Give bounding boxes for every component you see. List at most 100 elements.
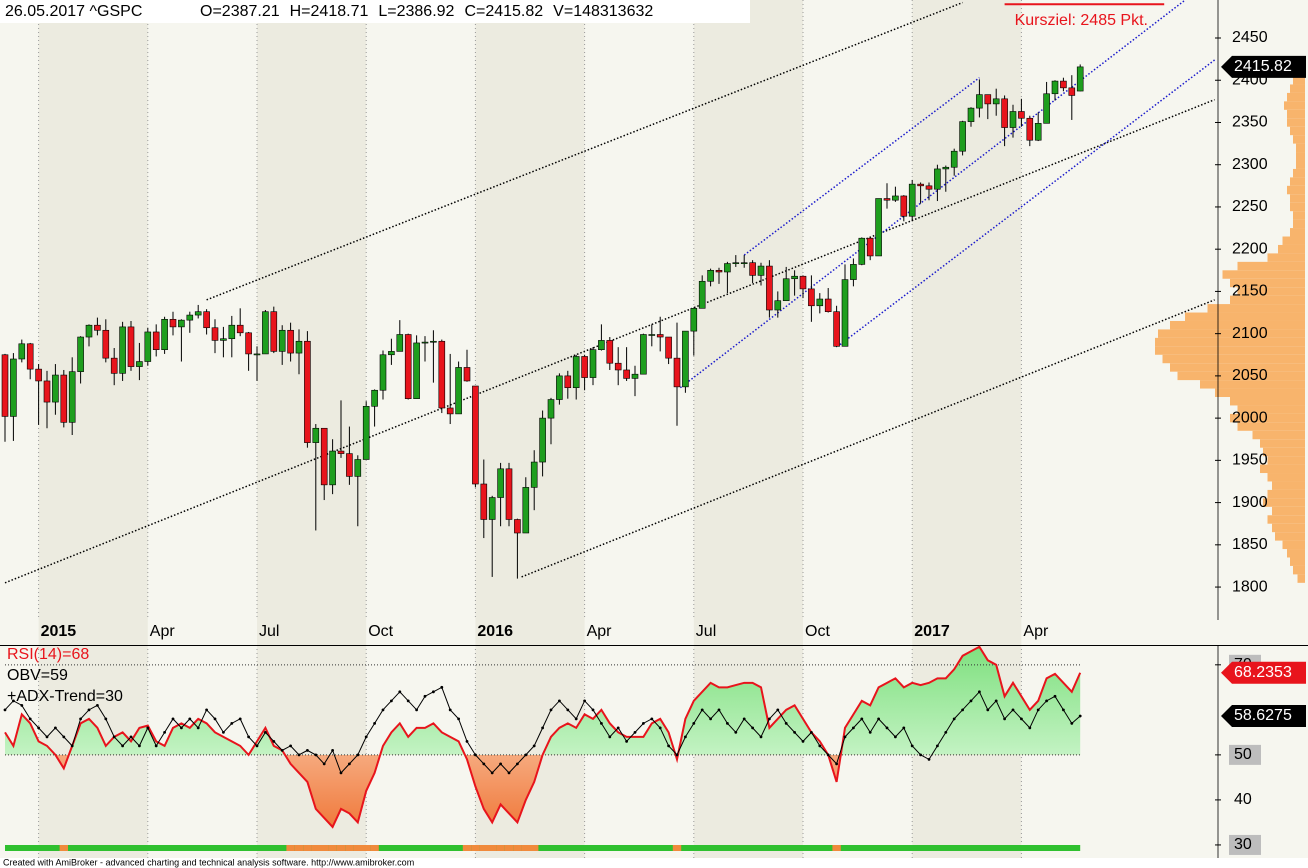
candle-body <box>253 353 261 356</box>
volume-profile-bar <box>1158 329 1305 338</box>
candle-body <box>690 308 698 332</box>
candle-body <box>656 334 664 338</box>
quote-label: L=2386.92 <box>378 3 454 20</box>
quote-label: V=148313632 <box>553 3 653 20</box>
indicator-dot <box>448 708 452 712</box>
candle-body <box>1026 117 1034 141</box>
y-tick-label: 2350 <box>1232 114 1268 131</box>
volume-profile-bar <box>1284 101 1305 110</box>
candle-body <box>589 349 597 378</box>
candle-body <box>732 262 740 264</box>
volume-profile-bar <box>1267 473 1305 482</box>
indicator-dot <box>146 726 150 730</box>
candle-body <box>262 311 269 355</box>
volume-profile-bar <box>1263 498 1305 507</box>
candle-body <box>10 358 17 417</box>
indicator-dot <box>961 708 964 712</box>
indicator-dot <box>885 726 889 730</box>
indicator-dot <box>516 762 519 766</box>
volume-profile-bar <box>1293 76 1305 85</box>
candle-body <box>287 329 294 354</box>
indicator-dot <box>163 730 167 734</box>
candle-body <box>35 368 42 382</box>
volume-profile-bar <box>1237 261 1305 271</box>
volume-profile-bar <box>1263 447 1305 457</box>
indicator-dot <box>784 721 788 725</box>
volume-profile-bar <box>1215 388 1305 398</box>
footer-bg <box>0 858 1308 868</box>
candle-body <box>598 340 605 351</box>
indicator-dot <box>482 762 486 766</box>
y-tick-label: 2000 <box>1232 409 1268 426</box>
candle-body <box>362 405 370 460</box>
indicator-dot <box>793 730 796 734</box>
indicator-dot <box>96 703 99 707</box>
indicator-dot <box>222 730 225 734</box>
indicator-dot <box>927 757 931 761</box>
candle-body <box>329 450 336 486</box>
volume-profile-bar <box>1230 295 1305 305</box>
indicator-dot <box>801 739 805 743</box>
candle-body <box>799 275 807 290</box>
indicator-dot <box>1062 708 1065 712</box>
indicator-dot <box>3 708 7 712</box>
trend-strip-seg <box>488 845 497 851</box>
indicator-dot <box>457 717 460 721</box>
indicator-dot <box>558 699 561 703</box>
indicator-dot <box>742 717 746 721</box>
candle-body <box>18 343 26 360</box>
candle-body <box>992 98 1000 105</box>
indicator-dot <box>490 771 494 775</box>
trend-strip-seg <box>471 845 480 851</box>
candle-body <box>472 385 479 485</box>
indicator-dot <box>1036 708 1040 712</box>
indicator-dot <box>129 735 133 739</box>
indicator-dot <box>877 717 880 721</box>
candle-body <box>371 389 378 407</box>
quote-label: H=2418.71 <box>290 3 369 20</box>
volume-profile-bar <box>1287 549 1305 558</box>
indicator-dot <box>650 717 654 721</box>
trend-strip-seg <box>328 845 337 851</box>
indicator-dot <box>440 685 444 689</box>
candle-body <box>740 262 748 264</box>
indicator-dot <box>154 744 158 748</box>
candle-body <box>497 468 504 498</box>
rsi-fill-above <box>5 646 1081 755</box>
candle-body <box>757 265 765 276</box>
footer: Created with AmiBroker - advanced charti… <box>3 857 414 867</box>
volume-profile-bar <box>1290 202 1305 212</box>
candle-body <box>337 450 345 454</box>
volume-profile-bar <box>1230 397 1305 406</box>
trend-strip-seg <box>286 845 295 851</box>
indicator-dot <box>625 739 628 743</box>
volume-profile-bar <box>1297 574 1305 583</box>
indicator-dot <box>138 744 141 748</box>
candle-body <box>1001 98 1008 128</box>
quote-label: O=2387.21 <box>200 3 280 20</box>
candle-body <box>220 338 227 341</box>
candle-body <box>77 336 84 372</box>
candle-body <box>976 94 983 109</box>
candle-body <box>715 269 723 273</box>
quote-label: C=2415.82 <box>464 3 543 20</box>
indicator-dot <box>667 744 670 748</box>
candle-body <box>824 298 832 312</box>
band <box>475 0 585 645</box>
candle-body <box>858 237 866 265</box>
candle-body <box>446 407 454 415</box>
trend-strip-seg <box>530 845 539 851</box>
trend-strip-seg <box>832 845 841 851</box>
last-price-label: 2415.82 <box>1234 58 1292 75</box>
volume-profile-bar <box>1296 143 1305 153</box>
candle-body <box>572 356 580 389</box>
candle-body <box>295 340 303 354</box>
volume-profile-bar <box>1293 565 1305 575</box>
volume-profile-bar <box>1155 337 1305 347</box>
indicator-dot <box>121 744 124 748</box>
indicator-dot <box>348 762 351 766</box>
title: 26.05.2017 ^GSPC <box>5 3 142 20</box>
candle-body <box>850 264 857 280</box>
volume-profile-bar <box>1287 109 1305 119</box>
indicator-dot <box>591 708 595 712</box>
